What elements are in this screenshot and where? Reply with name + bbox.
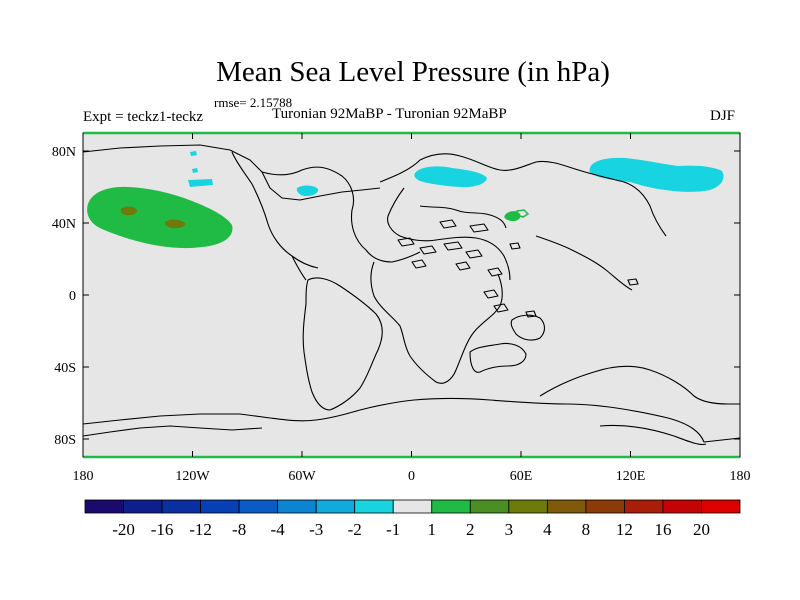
colorbar-label: -4 (271, 520, 286, 539)
archipelago-13 (525, 310, 537, 318)
archipelago-11 (493, 303, 509, 313)
coastlines (82, 144, 741, 446)
arctic-fleck-2 (192, 168, 198, 173)
lon-tick-label: 0 (408, 469, 415, 484)
colorbar-label: -16 (151, 520, 174, 539)
colorbar-label: 1 (428, 520, 437, 539)
madagascar-india (469, 342, 527, 373)
colorbar-swatch (238, 499, 279, 514)
lat-tick-label: 0 (69, 289, 76, 304)
experiment-label: Expt = teckz1-teckz (83, 109, 204, 125)
season-label: DJF (710, 108, 736, 124)
colorbar-label: 4 (543, 520, 552, 539)
colorbar-swatch (123, 499, 163, 514)
antarctica-inner-east (599, 424, 707, 446)
north-pacific-high-core-b (164, 219, 186, 229)
north-america-coast (231, 151, 319, 269)
colorbar-swatch (200, 499, 240, 514)
lat-tick-label: 40N (52, 217, 76, 232)
colorbar-swatch (624, 499, 664, 514)
colorbar-swatch (546, 499, 587, 514)
colorbar-swatch (277, 499, 317, 514)
north-atlantic-low (296, 185, 319, 196)
colorbar-swatch (84, 499, 124, 514)
colorbar-swatch (315, 499, 356, 514)
lon-tick-label: 60E (510, 469, 533, 484)
antarctica-inner (82, 425, 263, 437)
colorbar-label: 20 (693, 520, 710, 539)
lat-tick-label: 80S (54, 433, 76, 448)
lat-tick-label: 40S (54, 361, 76, 376)
colorbar-label: -3 (309, 520, 323, 539)
north-america-east-coast (261, 166, 421, 263)
lon-tick-label: 180 (730, 469, 751, 484)
colorbar: -20 -16 -12 -8 -4 -3 -2 -1 1 2 3 4 8 12 16 20 (84, 499, 741, 539)
north-pacific-high (87, 186, 233, 249)
colorbar-label: 8 (582, 520, 591, 539)
archipelago-2 (419, 245, 437, 255)
europe-inner (419, 205, 507, 229)
archipelago-12 (627, 278, 639, 286)
archipelago-4 (465, 249, 483, 259)
rmse-label: rmse= 2.15788 (214, 95, 293, 110)
india-block (510, 314, 546, 341)
colorbar-label: -1 (386, 520, 400, 539)
colorbar-swatch (354, 499, 394, 514)
colorbar-label: -2 (348, 520, 362, 539)
colorbar-label: 16 (654, 520, 671, 539)
colorbar-swatch (431, 499, 471, 514)
lon-tick-label: 60W (288, 469, 316, 484)
archipelago-10 (411, 259, 427, 269)
colorbar-swatch (508, 499, 548, 514)
lat-tick-label: 80N (52, 145, 76, 160)
arctic-coast-east (379, 153, 667, 237)
archipelago-3 (443, 241, 463, 251)
arctic-coast-west (82, 144, 381, 201)
archipelago-8 (483, 289, 499, 299)
colorbar-label: -8 (232, 520, 246, 539)
anomaly-layer (87, 151, 724, 249)
arctic-fleck-3 (188, 179, 213, 187)
archipelago-5 (439, 219, 457, 229)
colorbar-swatch (662, 499, 702, 514)
archipelago-1 (397, 237, 415, 247)
colorbar-swatch (585, 499, 625, 514)
map-axes: 80N 40N 0 40S 80S 180 120W 60W 0 60E 120E 180 (52, 133, 751, 484)
north-pacific-high-core-a (120, 206, 138, 216)
northeast-asia-low (589, 157, 724, 192)
colorbar-swatch (161, 499, 201, 514)
lon-tick-label: 120E (616, 469, 646, 484)
arctic-europe-low (414, 166, 487, 188)
lon-tick-label: 120W (175, 469, 210, 484)
south-america-coast (302, 277, 383, 411)
colorbar-label: -12 (189, 520, 212, 539)
east-asia-coast (535, 235, 633, 291)
colorbar-label: 3 (505, 520, 514, 539)
europe-coast (387, 187, 511, 281)
arctic-fleck-1 (190, 151, 197, 156)
colorbar-swatch (701, 499, 741, 514)
plot-title: Mean Sea Level Pressure (in hPa) (216, 56, 610, 88)
colorbar-label: 12 (616, 520, 633, 539)
south-america-west (291, 255, 307, 281)
archipelago-7 (487, 267, 503, 277)
colorbar-swatch (469, 499, 510, 514)
archipelago-14 (455, 261, 471, 271)
tethys-high-ring (516, 209, 530, 218)
colorbar-label: -20 (112, 520, 135, 539)
africa-coast (370, 261, 503, 384)
australia-coast (539, 365, 740, 405)
map-background (83, 133, 740, 457)
colorbar-label: 2 (466, 520, 475, 539)
lon-tick-label: 180 (73, 469, 94, 484)
archipelago-9 (509, 242, 521, 250)
colorbar-swatch (392, 499, 433, 514)
archipelago-6 (469, 223, 489, 233)
antarctica-coast (82, 397, 741, 443)
plot-subtitle: Turonian 92MaBP - Turonian 92MaBP (272, 106, 507, 122)
